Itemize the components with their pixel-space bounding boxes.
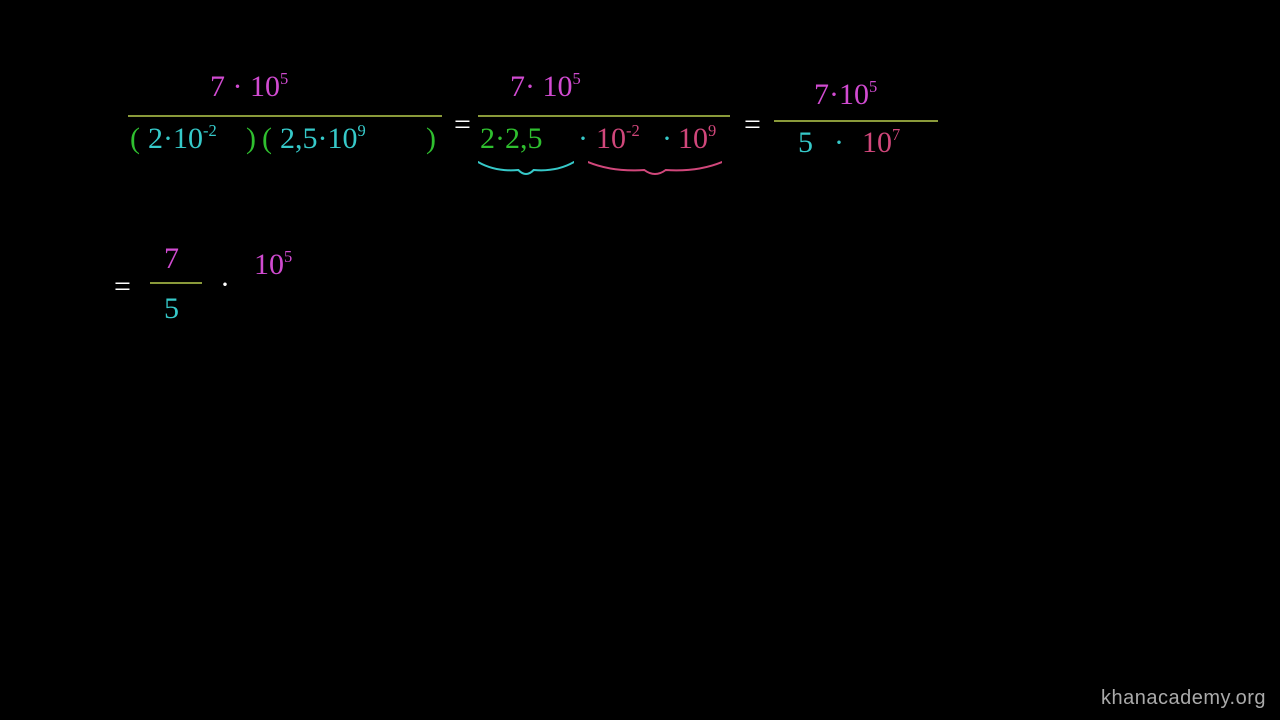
expr2-brace-1 [478,160,574,178]
expr3-numerator: 7·105 [814,78,877,112]
expr4-dot: · [220,268,230,302]
expr1-den-factor-b: 2,5·109 [280,122,366,156]
expr3-fraction-bar [774,120,938,122]
expr1-numerator: 7 · 105 [210,70,288,104]
expr2-den-10neg2: 10-2 [596,122,640,156]
equals-1: = [454,108,471,142]
expr4-10-5: 105 [254,248,292,282]
expr2-den-10pos9: 109 [678,122,716,156]
expr1-paren-close-1: ) [246,122,256,156]
equals-2: = [744,108,761,142]
math-blackboard: 7 · 105 ( 2·10-2 ) ( 2,5·109 ) = 7· 105 … [0,0,1280,720]
expr2-den-dot-2: · [662,122,672,156]
expr2-den-dot-1: · [578,122,588,156]
expr4-fraction-bar [150,282,202,284]
expr1-paren-open-2: ( [262,122,272,156]
expr4-num-7: 7 [164,242,179,276]
expr1-den-factor-a: 2·10-2 [148,122,217,156]
expr2-fraction-bar-b [678,115,730,117]
expr3-den-dot: · [834,126,844,160]
expr4-equals: = [114,270,131,304]
expr3-den-10: 107 [862,126,900,160]
watermark: khanacademy.org [1101,687,1266,710]
expr2-den-2x25: 2·2,5 [480,122,543,156]
expr4-den-5: 5 [164,292,179,326]
expr3-den-5: 5 [798,126,813,160]
expr2-numerator: 7· 105 [510,70,581,104]
expr2-fraction-bar-a [478,115,678,117]
expr2-brace-2 [588,160,722,178]
expr1-paren-open-1: ( [130,122,140,156]
expr1-fraction-bar [128,115,442,117]
expr1-paren-close-2: ) [426,122,436,156]
